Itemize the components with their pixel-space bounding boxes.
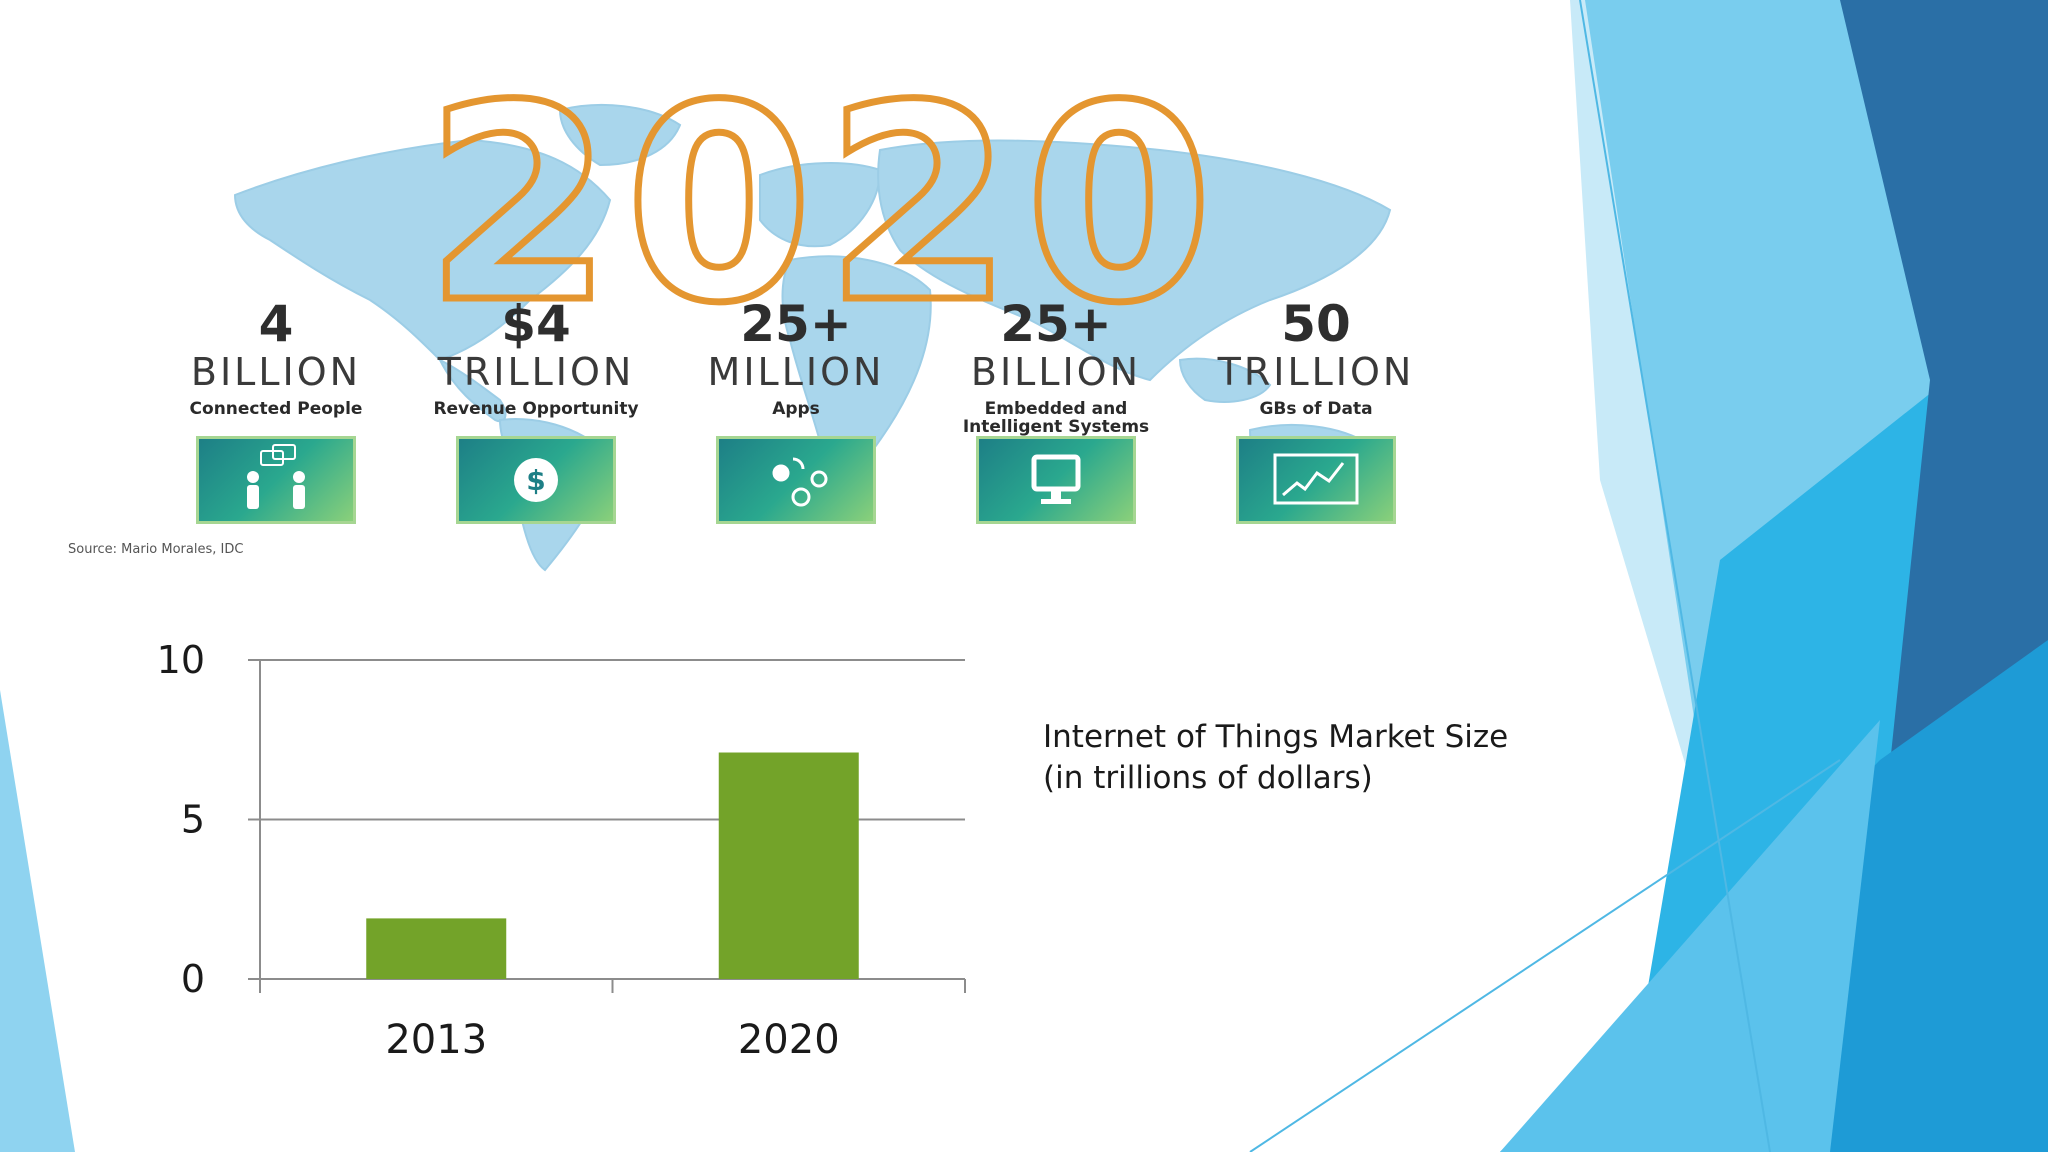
bar-2020 bbox=[718, 752, 859, 979]
tile-apps bbox=[716, 436, 876, 524]
stat-revenue-opportunity: $4 TRILLION Revenue Opportunity bbox=[406, 296, 666, 418]
year-digit-1: 2 bbox=[422, 47, 617, 362]
stat-number: 25+ bbox=[740, 295, 852, 353]
stat-description: Apps bbox=[772, 399, 820, 419]
tile-data bbox=[1236, 436, 1396, 524]
decor-line-1 bbox=[1579, 0, 1771, 1152]
stat-number: 25+ bbox=[1000, 295, 1112, 353]
map-southeast-asia bbox=[1178, 357, 1272, 403]
stat-unit: MILLION bbox=[707, 350, 885, 394]
bar-chart: 0 5 10 2013 2020 bbox=[157, 638, 966, 1063]
decor-line-2 bbox=[1249, 759, 1841, 1152]
stat-unit: TRILLION bbox=[437, 350, 635, 394]
tile-people bbox=[196, 436, 356, 524]
chart-subtitle: (in trillions of dollars) bbox=[1043, 760, 1373, 796]
bar-2013 bbox=[366, 918, 507, 979]
stat-description: Embedded and Intelligent Systems bbox=[962, 399, 1150, 437]
map-north-america bbox=[233, 138, 612, 362]
year-digit-3: 2 bbox=[822, 47, 1017, 362]
dollar-icon: $ bbox=[514, 458, 558, 502]
iot-2020-infographic: 2 0 2 0 4 BILLION Connected People $4 TR… bbox=[0, 0, 1500, 580]
year-digit-2: 0 bbox=[622, 47, 817, 362]
decor-shape-dark bbox=[1840, 0, 2048, 860]
x-tick-label: 2020 bbox=[738, 1017, 840, 1063]
y-tick-label: 5 bbox=[181, 798, 205, 842]
stat-description: Revenue Opportunity bbox=[433, 399, 639, 419]
data-chart-icon bbox=[1273, 453, 1359, 505]
monitor-icon bbox=[1031, 454, 1081, 504]
stat-number: 4 bbox=[258, 295, 294, 353]
tile-dollar: $ bbox=[456, 436, 616, 524]
stat-connected-people: 4 BILLION Connected People bbox=[146, 296, 406, 418]
people-chat-icon bbox=[247, 444, 305, 509]
map-europe bbox=[759, 162, 882, 248]
year-digit-4: 0 bbox=[1022, 47, 1217, 362]
source-note: Source: Mario Morales, IDC bbox=[68, 542, 244, 557]
y-tick-label: 0 bbox=[181, 957, 205, 1001]
stat-description: GBs of Data bbox=[1259, 399, 1373, 419]
stat-unit: BILLION bbox=[970, 350, 1142, 394]
stat-unit: TRILLION bbox=[1217, 350, 1415, 394]
tile-monitor bbox=[976, 436, 1136, 524]
decor-shape-lower bbox=[1500, 720, 1880, 1152]
chart-title: Internet of Things Market Size bbox=[1043, 719, 1509, 755]
stat-embedded-systems: 25+ BILLION Embedded and Intelligent Sys… bbox=[926, 296, 1186, 436]
decor-triangle-left bbox=[0, 690, 75, 1152]
stat-unit: BILLION bbox=[190, 350, 362, 394]
stat-description: Connected People bbox=[189, 399, 363, 419]
map-greenland bbox=[558, 104, 682, 167]
x-tick-label: 2013 bbox=[385, 1017, 487, 1063]
map-asia bbox=[877, 139, 1392, 382]
apps-icon bbox=[772, 457, 828, 507]
stat-data: 50 TRILLION GBs of Data bbox=[1186, 296, 1446, 418]
y-tick-label: 10 bbox=[157, 638, 205, 682]
market-size-chart: 0 5 10 2013 2020 Internet of Things Market S… bbox=[0, 580, 1560, 1152]
stat-number: 50 bbox=[1281, 295, 1351, 353]
svg-text:$: $ bbox=[526, 464, 545, 497]
stat-number: $4 bbox=[501, 295, 571, 353]
stat-apps: 25+ MILLION Apps bbox=[666, 296, 926, 418]
